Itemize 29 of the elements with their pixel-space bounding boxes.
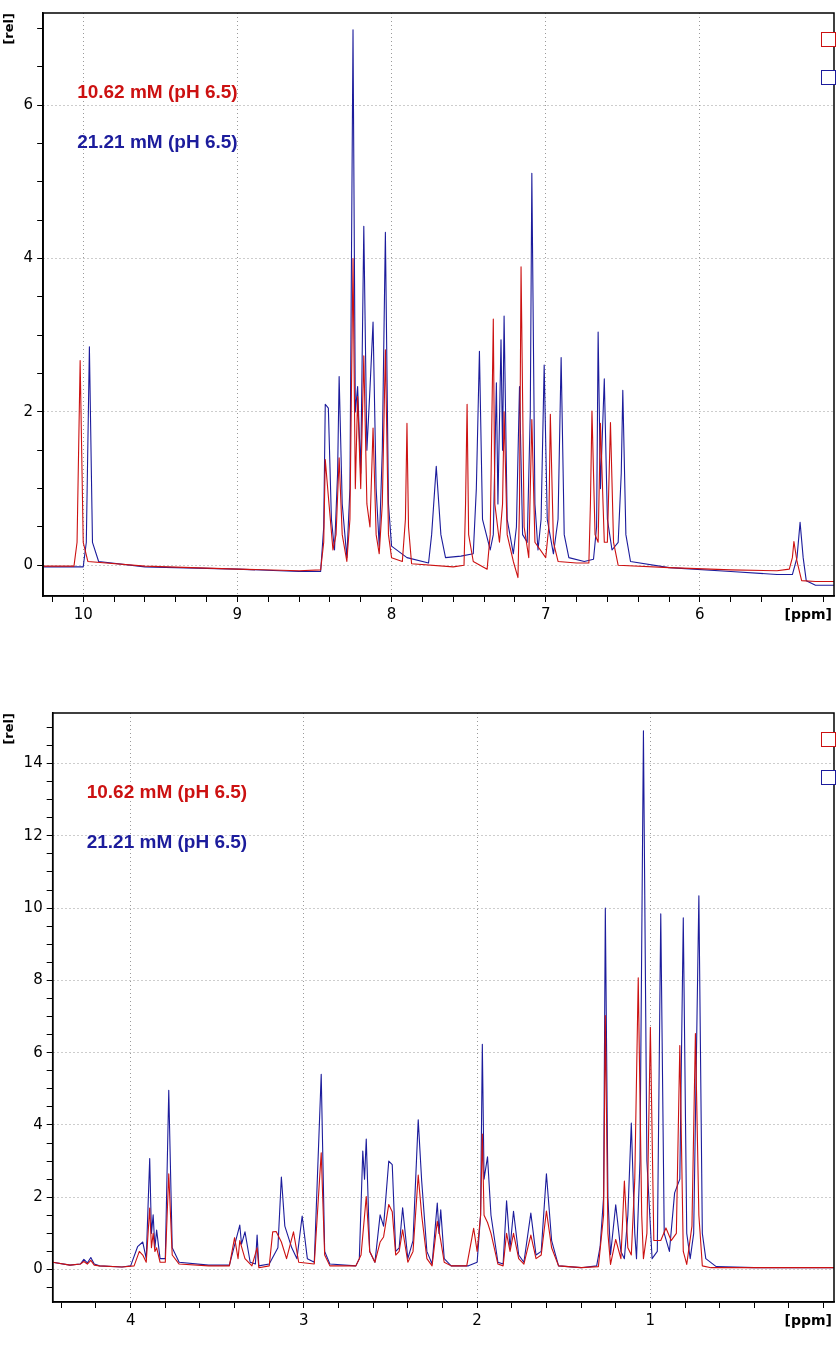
y-axis-title: [rel] xyxy=(1,13,17,45)
y-tick-label: 4 xyxy=(23,248,34,267)
y-axis-title: [rel] xyxy=(1,713,17,745)
y-tick-label: 4 xyxy=(33,1114,43,1133)
x-tick-label: 8 xyxy=(386,604,397,623)
y-tick-label: 14 xyxy=(23,753,43,772)
y-tick-label: 10 xyxy=(23,898,43,917)
x-axis-title: [ppm] xyxy=(784,605,832,622)
y-tick-label: 6 xyxy=(23,94,34,113)
x-tick-label: 9 xyxy=(232,604,243,623)
x-tick-label: 4 xyxy=(125,1310,136,1329)
x-tick-label: 3 xyxy=(299,1310,309,1329)
x-tick-label: 1 xyxy=(645,1310,656,1329)
text: 21.21 mM (pH 6.5) xyxy=(86,831,248,853)
y-tick-label: 0 xyxy=(23,555,34,574)
x-axis-title: [ppm] xyxy=(784,1311,832,1328)
y-tick-label: 2 xyxy=(33,1187,43,1206)
y-tick-label: 12 xyxy=(23,825,43,844)
y-tick-label: 6 xyxy=(33,1042,43,1061)
x-tick-label: 6 xyxy=(695,604,705,623)
x-tick-label: 7 xyxy=(540,604,551,623)
text: 10.62 mM (pH 6.5) xyxy=(77,81,238,103)
x-tick-label: 2 xyxy=(472,1310,482,1329)
y-tick-label: 0 xyxy=(33,1259,43,1278)
text: 10.62 mM (pH 6.5) xyxy=(86,781,248,803)
text: 21.21 mM (pH 6.5) xyxy=(77,131,238,153)
y-tick-label: 8 xyxy=(33,970,43,989)
x-tick-label: 10 xyxy=(73,604,93,623)
y-tick-label: 2 xyxy=(23,401,34,420)
